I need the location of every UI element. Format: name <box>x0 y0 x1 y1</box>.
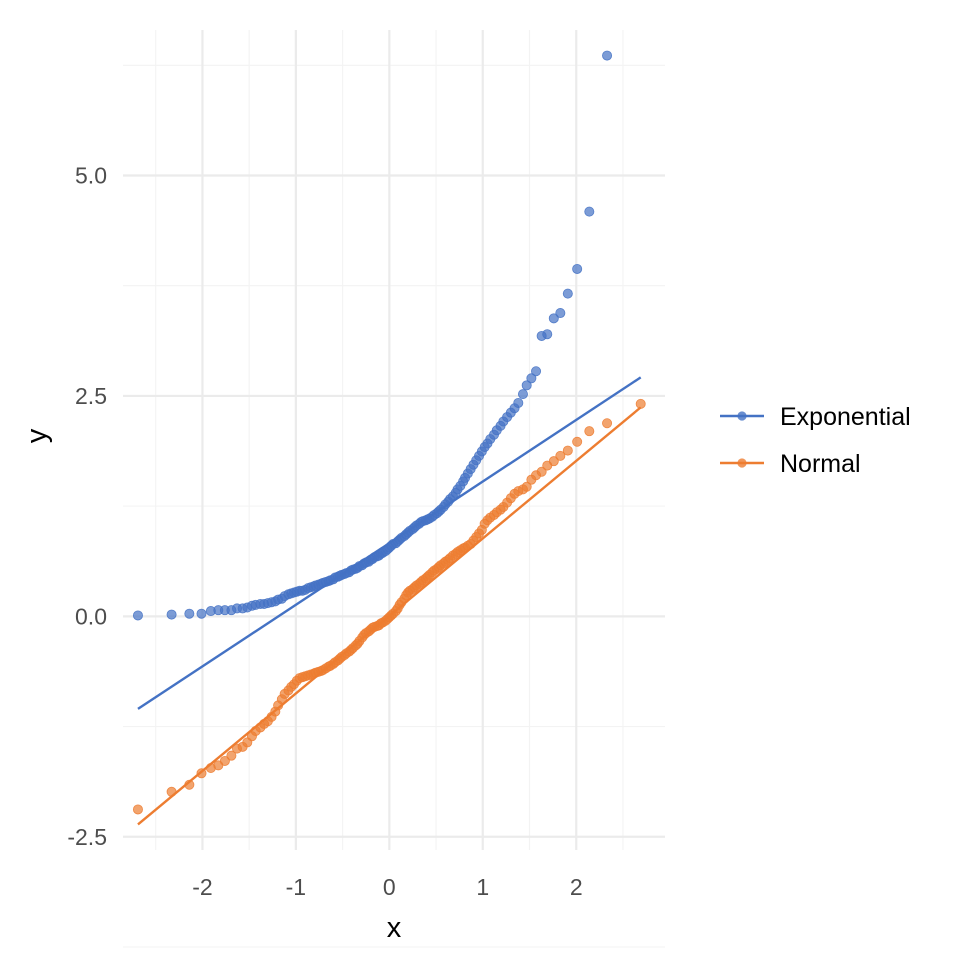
data-point <box>526 373 537 384</box>
data-point <box>602 418 613 429</box>
x-tick-label: -1 <box>286 874 306 900</box>
data-point <box>548 313 559 324</box>
x-tick-label: -2 <box>192 874 212 900</box>
data-point <box>548 456 559 467</box>
data-point <box>196 768 207 779</box>
data-point <box>184 608 195 619</box>
x-axis-title: x <box>387 912 402 944</box>
x-tick-label: 2 <box>570 874 583 900</box>
data-point <box>132 610 143 621</box>
x-tick-label: 1 <box>476 874 489 900</box>
data-point <box>562 288 573 299</box>
data-point <box>555 308 566 319</box>
y-tick-label: 5.0 <box>75 162 107 188</box>
legend-key-point <box>737 411 747 421</box>
data-point <box>572 436 583 447</box>
plot-area <box>132 50 646 826</box>
y-tick-label: -2.5 <box>67 824 107 850</box>
y-tick-label: 2.5 <box>75 383 107 409</box>
data-point <box>166 786 177 797</box>
y-axis: -2.5 0.0 2.5 5.0 <box>67 162 107 849</box>
legend-item: Exponential <box>720 403 911 431</box>
data-point <box>521 481 532 492</box>
data-point <box>513 397 524 408</box>
series-points <box>132 50 613 621</box>
legend-label: Exponential <box>780 403 911 431</box>
data-point <box>226 750 237 761</box>
x-tick-label: 0 <box>383 874 396 900</box>
y-axis-title: y <box>21 428 53 443</box>
data-point <box>531 366 542 377</box>
series-points <box>132 398 646 815</box>
data-point <box>584 206 595 217</box>
data-point <box>562 445 573 456</box>
data-point <box>219 755 230 766</box>
data-point <box>602 50 613 61</box>
data-point <box>521 380 532 391</box>
data-point <box>184 779 195 790</box>
data-point <box>542 329 553 340</box>
legend-label: Normal <box>780 450 861 478</box>
y-tick-label: 0.0 <box>75 603 107 629</box>
data-point <box>132 804 143 815</box>
data-point <box>555 450 566 461</box>
grid-lines <box>123 30 665 948</box>
data-point <box>196 608 207 619</box>
data-point <box>517 389 528 400</box>
data-point <box>166 609 177 620</box>
data-point <box>572 263 583 274</box>
legend: Exponential Normal <box>720 403 911 478</box>
data-point <box>536 466 547 477</box>
legend-item: Normal <box>720 450 861 478</box>
legend-key-point <box>737 458 747 468</box>
data-point <box>584 426 595 437</box>
data-point <box>635 398 646 409</box>
x-axis: -2 -1 0 1 2 <box>192 874 582 900</box>
